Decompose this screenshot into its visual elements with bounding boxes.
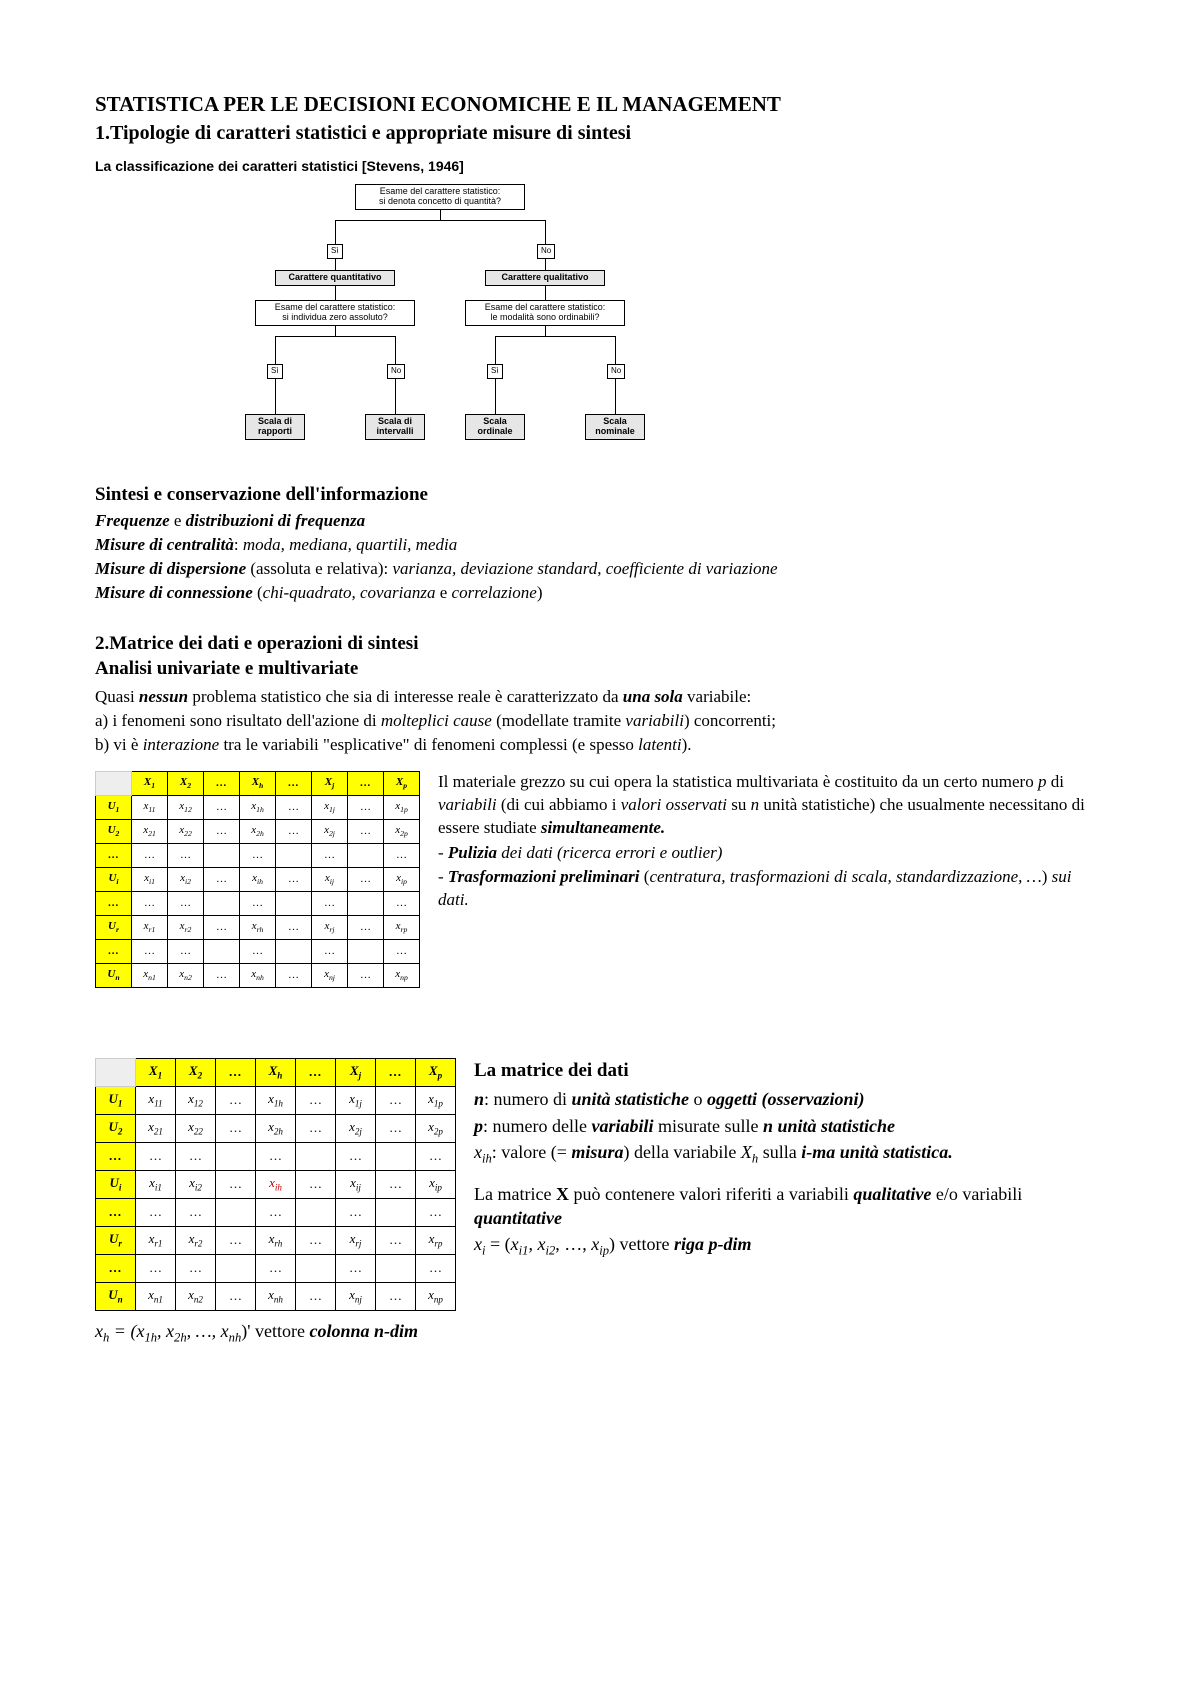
flowchart-leaf-rapporti: Scala dirapporti (245, 414, 305, 440)
flowchart-root: Esame del carattere statistico:si denota… (355, 184, 525, 210)
section1-line1: Frequenze e distribuzioni di frequenza (95, 510, 1105, 533)
subtitle: 1.Tipologie di caratteri statistici e ap… (95, 120, 1105, 147)
flowchart-leaf-ordinale: Scalaordinale (465, 414, 525, 440)
section2-para-intro: Quasi nessun problema statistico che sia… (95, 686, 1105, 709)
flowchart-yes-3: Sì (487, 364, 503, 379)
section1-heading: Sintesi e conservazione dell'informazion… (95, 482, 1105, 508)
matrix-row-1: X1X2…Xh…Xj…XpU1x11x12…x1h…x1j…x1pU2x21x2… (95, 771, 1105, 988)
matrix-row-2: X1X2…Xh…Xj…XpU1x11x12…x1h…x1j…x1pU2x21x2… (95, 1058, 1105, 1311)
classification-caption: La classificazione dei caratteri statist… (95, 157, 1105, 176)
flowchart-no-2: No (387, 364, 405, 379)
flowchart-qualitativo: Carattere qualitativo (485, 270, 605, 286)
data-matrix-large: X1X2…Xh…Xj…XpU1x11x12…x1h…x1j…x1pU2x21x2… (95, 1058, 456, 1311)
section1-line4: Misure di connessione (chi-quadrato, cov… (95, 582, 1105, 605)
flowchart-no-3: No (607, 364, 625, 379)
flowchart-no-1: No (537, 244, 555, 259)
flowchart-leaf-nominale: Scalanominale (585, 414, 645, 440)
flowchart-yes-1: Sì (327, 244, 343, 259)
section2-heading-1: 2.Matrice dei dati e operazioni di sinte… (95, 631, 1105, 657)
data-matrix-small: X1X2…Xh…Xj…XpU1x11x12…x1h…x1j…x1pU2x21x2… (95, 771, 420, 988)
main-title: STATISTICA PER LE DECISIONI ECONOMICHE E… (95, 90, 1105, 118)
section2-para-a: a) i fenomeni sono risultato dell'azione… (95, 710, 1105, 733)
column-vector-equation: xh = (x1h, x2h, …, xnh)' vettore colonna… (95, 1319, 1105, 1347)
flowchart-diagram: Esame del carattere statistico:si denota… (215, 184, 675, 464)
flowchart-quantitativo: Carattere quantitativo (275, 270, 395, 286)
flowchart-q-ordinabili: Esame del carattere statistico:le modali… (465, 300, 625, 326)
section2-para-b: b) vi è interazione tra le variabili "es… (95, 734, 1105, 757)
flowchart-q-zero: Esame del carattere statistico:si indivi… (255, 300, 415, 326)
flowchart-yes-2: Sì (267, 364, 283, 379)
section1-line2: Misure di centralità: moda, mediana, qua… (95, 534, 1105, 557)
section1-line3: Misure di dispersione (assoluta e relati… (95, 558, 1105, 581)
flowchart-leaf-intervalli: Scala diintervalli (365, 414, 425, 440)
section2-heading-2: Analisi univariate e multivariate (95, 656, 1105, 682)
matrix-description-1: Il materiale grezzo su cui opera la stat… (438, 771, 1105, 915)
matrix-description-2: La matrice dei dati n: numero di unità s… (474, 1058, 1105, 1262)
